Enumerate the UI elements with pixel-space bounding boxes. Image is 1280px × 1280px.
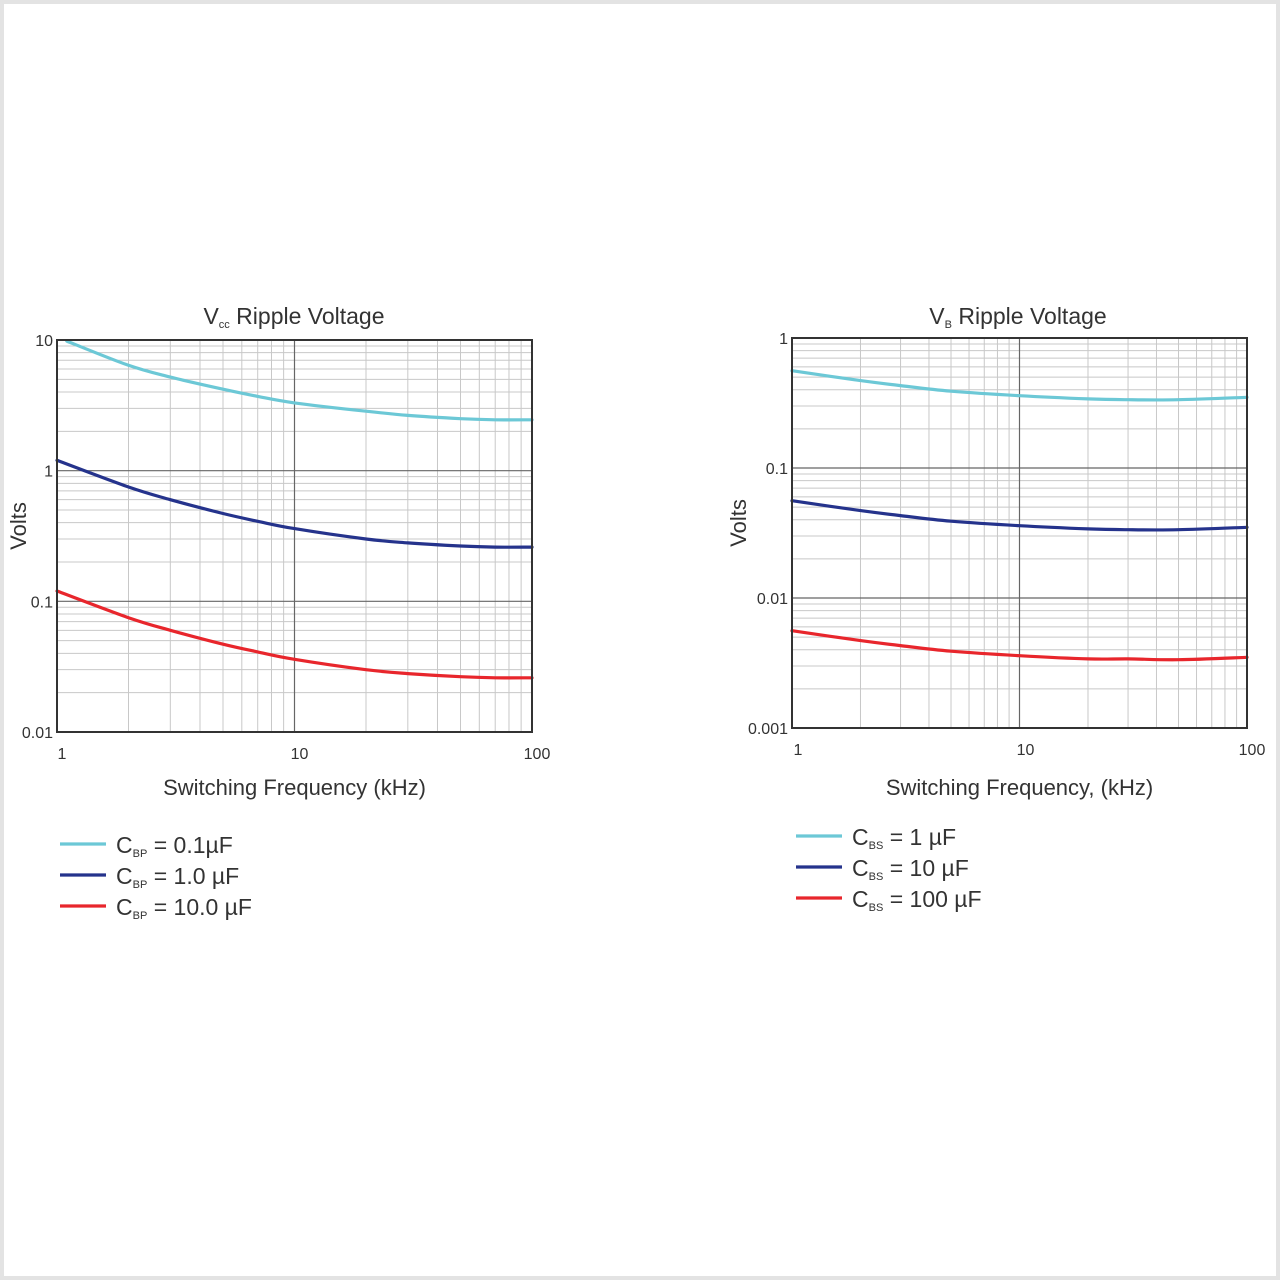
y-tick-label: 0.1 [766, 461, 788, 478]
plot-frame [56, 339, 533, 733]
x-tick-label: 1 [794, 742, 803, 759]
x-tick-label: 100 [1239, 742, 1266, 759]
x-axis-label: Switching Frequency (kHz) [163, 775, 426, 800]
series-line-1 [790, 369, 1249, 402]
x-tick-label: 1 [58, 746, 67, 763]
y-tick-label: 0.01 [22, 725, 53, 742]
y-tick-label: 0.001 [748, 721, 788, 738]
chart-title: Vcc Ripple Voltage [203, 303, 384, 331]
legend-label: CBS = 10 µF [852, 855, 969, 883]
y-tick-label: 0.01 [757, 591, 788, 608]
y-tick-label: 10 [35, 333, 53, 350]
legend: CBS = 1 µF CBS = 10 µF CBS = 100 µF [796, 824, 982, 914]
series-line-1 [65, 339, 534, 422]
y-axis-label: Volts [726, 499, 751, 547]
grid [57, 340, 532, 732]
legend: CBP = 0.1µF CBP = 1.0 µF CBP = 10.0 µF [60, 832, 252, 922]
series-line-2 [790, 499, 1249, 532]
x-tick-label: 10 [1017, 742, 1035, 759]
y-tick-label: 0.1 [31, 594, 53, 611]
legend-label: CBP = 10.0 µF [116, 894, 252, 922]
series-line-2 [55, 458, 534, 549]
chart-2: VB Ripple Voltage 1 0.1 0.01 0.001 1 10 100 Swit… [726, 303, 1265, 914]
y-tick-label: 1 [779, 331, 788, 348]
y-axis-label: Volts [6, 502, 31, 550]
series-line-3 [790, 629, 1249, 662]
grid [792, 338, 1247, 728]
legend-label: CBS = 100 µF [852, 886, 982, 914]
series-line-3 [55, 589, 534, 680]
legend-label: CBS = 1 µF [852, 824, 956, 852]
chart-1: Vcc Ripple Voltage 10 1 0.1 0.01 1 10 100 Switch… [6, 303, 550, 922]
x-tick-label: 10 [291, 746, 309, 763]
legend-label: CBP = 0.1µF [116, 832, 233, 860]
x-axis-label: Switching Frequency, (kHz) [886, 775, 1153, 800]
y-tick-label: 1 [44, 464, 53, 481]
x-tick-label: 100 [524, 746, 551, 763]
legend-label: CBP = 1.0 µF [116, 863, 239, 891]
chart-title: VB Ripple Voltage [929, 303, 1106, 331]
plot-frame [791, 337, 1248, 729]
